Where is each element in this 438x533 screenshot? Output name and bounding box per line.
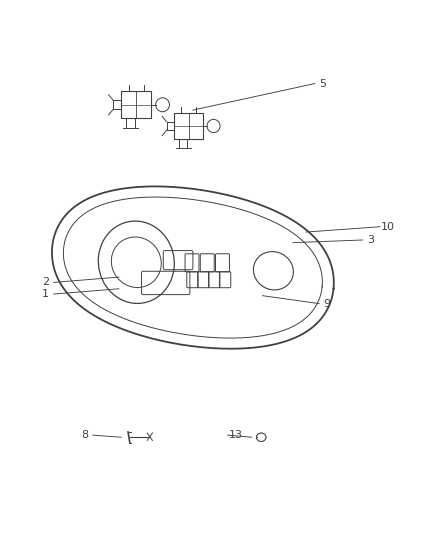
Text: 8: 8 (81, 430, 88, 440)
Text: 9: 9 (323, 298, 331, 309)
Bar (121, 92, 151, 118)
Bar (174, 114, 203, 139)
Text: 3: 3 (367, 235, 374, 245)
Text: 1: 1 (42, 289, 49, 299)
Text: 5: 5 (319, 78, 326, 88)
Text: 2: 2 (42, 277, 49, 287)
Text: 10: 10 (381, 222, 395, 232)
Text: 13: 13 (229, 430, 243, 440)
